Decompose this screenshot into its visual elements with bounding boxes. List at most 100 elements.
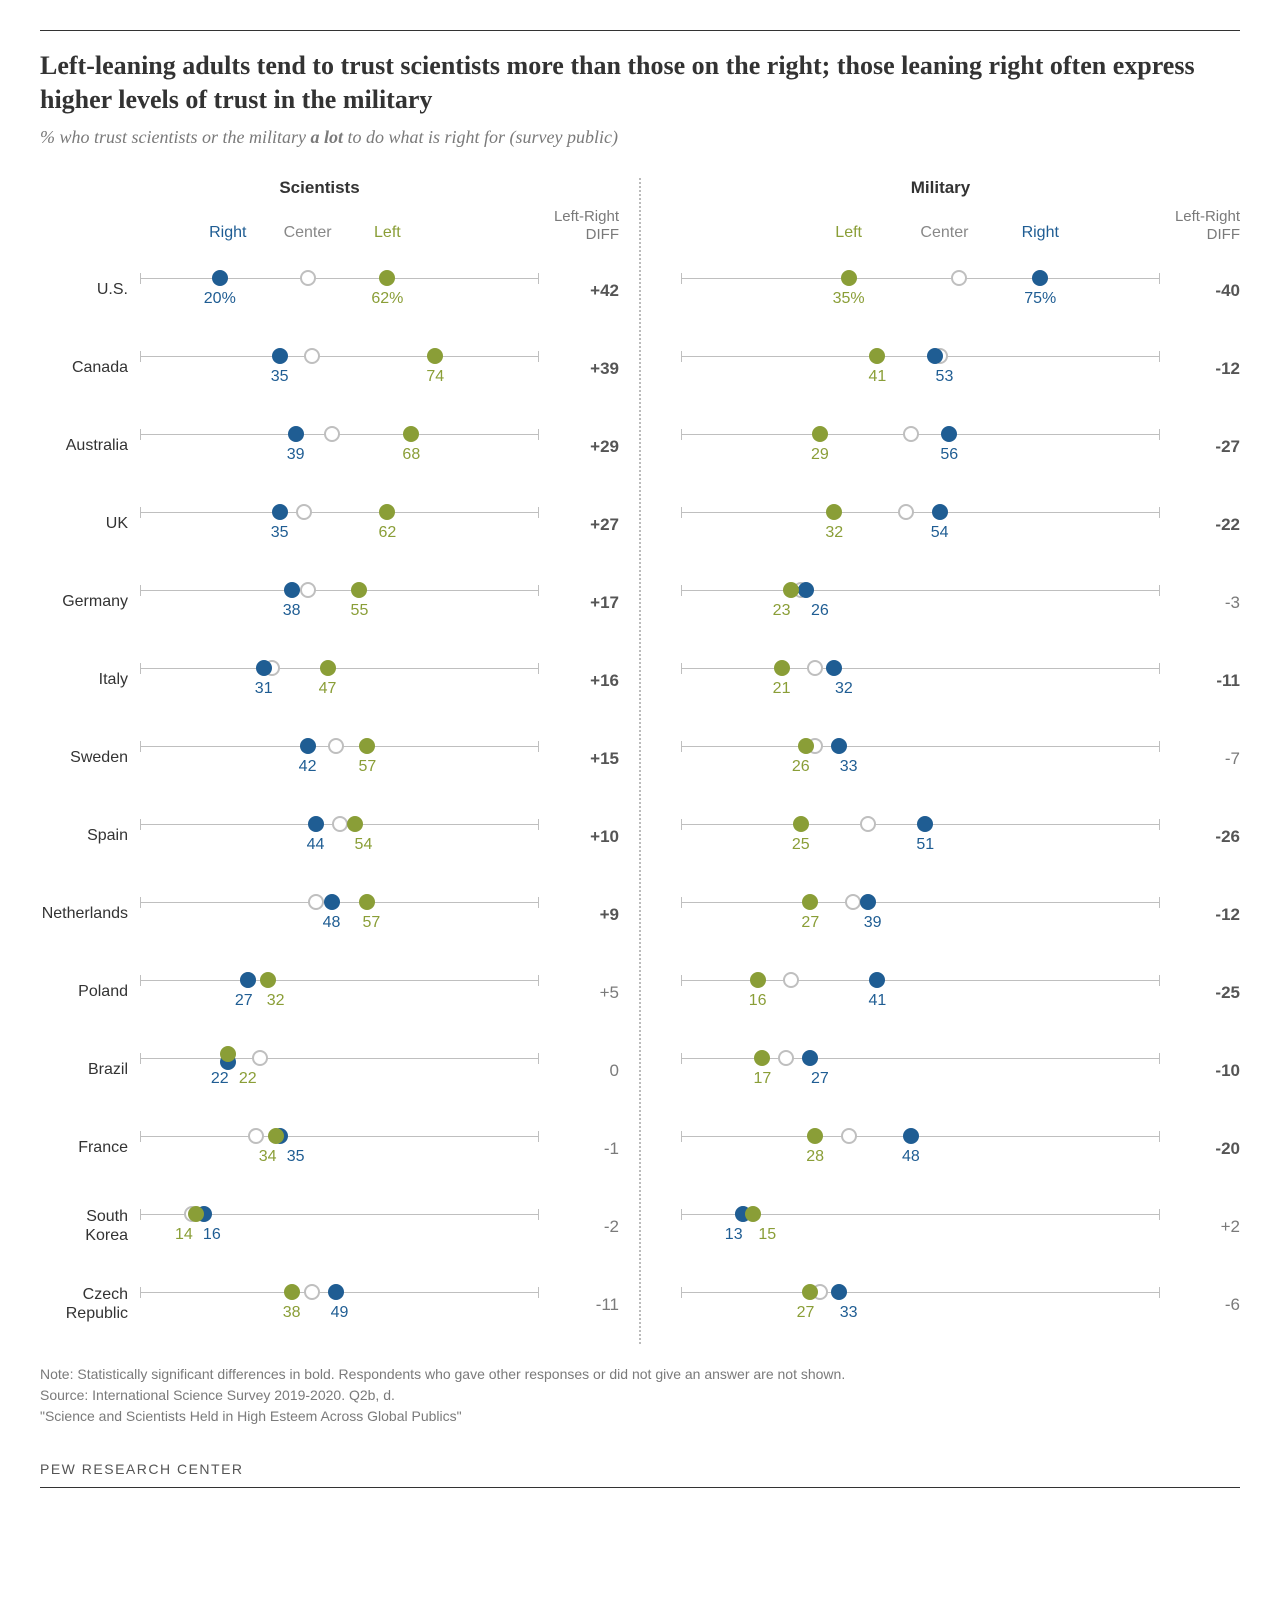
dot-left bbox=[826, 504, 842, 520]
diff-value: +15 bbox=[539, 749, 619, 769]
diff-value: -40 bbox=[1160, 281, 1240, 301]
data-row: Canada3574+39 bbox=[40, 330, 619, 408]
diff-value: +16 bbox=[539, 671, 619, 691]
dot-left bbox=[783, 582, 799, 598]
diff-value: +42 bbox=[539, 281, 619, 301]
diff-value: -11 bbox=[539, 1295, 619, 1315]
diff-value: -1 bbox=[539, 1139, 619, 1159]
value-label: 25 bbox=[792, 836, 810, 854]
dot-right bbox=[927, 348, 943, 364]
dot-left bbox=[359, 894, 375, 910]
country-label: U.S. bbox=[40, 281, 140, 299]
value-label: 57 bbox=[363, 914, 381, 932]
diff-value: -3 bbox=[1160, 593, 1240, 613]
country-label: South Korea bbox=[40, 1208, 140, 1245]
value-label: 68 bbox=[402, 446, 420, 464]
dot-center bbox=[324, 426, 340, 442]
value-label: 35 bbox=[271, 368, 289, 386]
dot-right bbox=[831, 738, 847, 754]
dot-left bbox=[750, 972, 766, 988]
value-label: 62% bbox=[371, 290, 403, 308]
legend-label-center: Center bbox=[920, 224, 968, 242]
dot-center bbox=[300, 582, 316, 598]
panel-title-scientists: Scientists bbox=[40, 178, 619, 198]
data-row: Italy3147+16 bbox=[40, 642, 619, 720]
dot-left bbox=[320, 660, 336, 676]
value-label: 38 bbox=[283, 602, 301, 620]
value-label: 51 bbox=[916, 836, 934, 854]
dot-right bbox=[903, 1128, 919, 1144]
data-row: 1641-25 bbox=[661, 954, 1240, 1032]
dot-left bbox=[802, 1284, 818, 1300]
country-label: Poland bbox=[40, 983, 140, 1001]
dot-right bbox=[308, 816, 324, 832]
value-label: 41 bbox=[868, 992, 886, 1010]
value-label: 35 bbox=[287, 1148, 305, 1166]
value-label: 32 bbox=[825, 524, 843, 542]
dot-left bbox=[807, 1128, 823, 1144]
dot-center bbox=[304, 348, 320, 364]
legend-label-right: Right bbox=[1022, 224, 1059, 242]
value-label: 54 bbox=[355, 836, 373, 854]
value-label: 35% bbox=[833, 290, 865, 308]
dot-center bbox=[778, 1050, 794, 1066]
diff-value: -12 bbox=[1160, 905, 1240, 925]
footer-attribution: PEW RESEARCH CENTER bbox=[40, 1447, 1240, 1488]
value-label: 20% bbox=[204, 290, 236, 308]
country-label: France bbox=[40, 1139, 140, 1157]
diff-value: +2 bbox=[1160, 1217, 1240, 1237]
data-row: 3254-22 bbox=[661, 486, 1240, 564]
data-row: 2956-27 bbox=[661, 408, 1240, 486]
value-label: 55 bbox=[351, 602, 369, 620]
country-label: Spain bbox=[40, 827, 140, 845]
country-label: Italy bbox=[40, 671, 140, 689]
dot-right bbox=[328, 1284, 344, 1300]
dot-right bbox=[831, 1284, 847, 1300]
dot-center bbox=[304, 1284, 320, 1300]
chart-grid: Scientists Right Center Left Left-RightDIF… bbox=[40, 178, 1240, 1344]
diff-value: +27 bbox=[539, 515, 619, 535]
value-label: 54 bbox=[931, 524, 949, 542]
diff-value: -25 bbox=[1160, 983, 1240, 1003]
chart-title: Left-leaning adults tend to trust scient… bbox=[40, 49, 1240, 117]
data-row: 35%75%-40 bbox=[661, 252, 1240, 330]
dot-right bbox=[288, 426, 304, 442]
dot-center bbox=[252, 1050, 268, 1066]
value-label: 27 bbox=[797, 1304, 815, 1322]
value-label: 14 bbox=[175, 1226, 193, 1244]
dot-center bbox=[951, 270, 967, 286]
dot-left bbox=[379, 270, 395, 286]
dot-center bbox=[841, 1128, 857, 1144]
diff-value: -7 bbox=[1160, 749, 1240, 769]
dot-center bbox=[898, 504, 914, 520]
chart-notes: Note: Statistically significant differen… bbox=[40, 1364, 1240, 1427]
country-label: UK bbox=[40, 515, 140, 533]
country-label: Australia bbox=[40, 437, 140, 455]
dot-left bbox=[284, 1284, 300, 1300]
diff-header-scientists: Left-RightDIFF bbox=[539, 208, 619, 244]
data-row: U.S. 20% 62% +42 bbox=[40, 252, 619, 330]
value-label: 22 bbox=[211, 1070, 229, 1088]
panel-title-military: Military bbox=[661, 178, 1240, 198]
dot-left bbox=[774, 660, 790, 676]
dot-left bbox=[188, 1206, 204, 1222]
dot-left bbox=[260, 972, 276, 988]
value-label: 53 bbox=[936, 368, 954, 386]
value-label: 41 bbox=[868, 368, 886, 386]
value-label: 33 bbox=[840, 1304, 858, 1322]
data-row: Netherlands4857+9 bbox=[40, 876, 619, 954]
value-label: 44 bbox=[307, 836, 325, 854]
value-label: 74 bbox=[426, 368, 444, 386]
value-label: 62 bbox=[378, 524, 396, 542]
dot-right bbox=[284, 582, 300, 598]
panel-military: Military LeftCenterRight Left-RightDIFF … bbox=[639, 178, 1240, 1344]
dot-right bbox=[941, 426, 957, 442]
value-label: 35 bbox=[271, 524, 289, 542]
legend-label-center: Center bbox=[284, 224, 332, 242]
data-row: 2633-7 bbox=[661, 720, 1240, 798]
data-row: 2551-26 bbox=[661, 798, 1240, 876]
value-label: 16 bbox=[203, 1226, 221, 1244]
diff-value: +10 bbox=[539, 827, 619, 847]
data-row: France3435-1 bbox=[40, 1110, 619, 1188]
legend-label-left: Left bbox=[374, 224, 401, 242]
